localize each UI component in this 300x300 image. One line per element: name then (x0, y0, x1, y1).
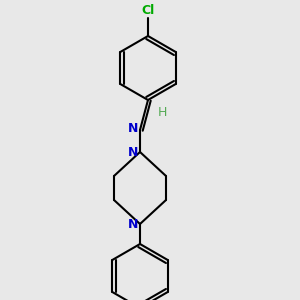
Text: N: N (128, 122, 138, 136)
Text: Cl: Cl (141, 4, 154, 17)
Text: N: N (128, 146, 138, 160)
Text: N: N (128, 218, 138, 232)
Text: H: H (157, 106, 167, 118)
